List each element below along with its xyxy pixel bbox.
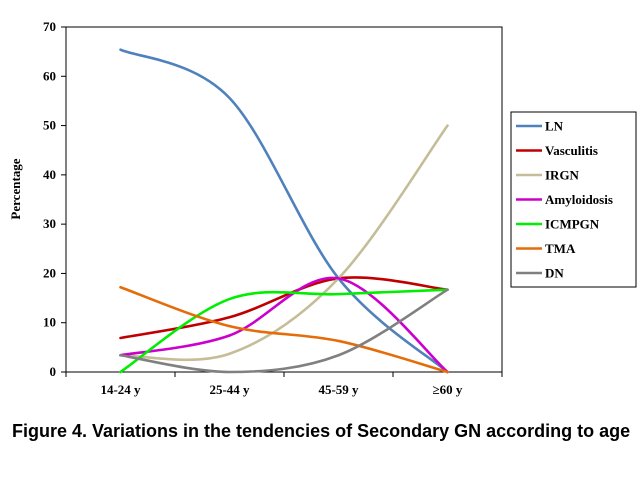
series-line-icmpgn bbox=[119, 288, 449, 374]
y-tick-label: 60 bbox=[43, 68, 56, 83]
series-layer bbox=[119, 48, 449, 374]
legend-box bbox=[510, 111, 637, 288]
y-tick-label: 50 bbox=[43, 118, 56, 133]
legend-label-irgn: IRGN bbox=[545, 168, 580, 183]
series-line-vasculitis bbox=[119, 276, 449, 340]
y-axis-label: Percentage bbox=[8, 158, 23, 219]
y-axis: 0 10 20 30 40 50 60 70 bbox=[43, 19, 66, 379]
plot-area bbox=[65, 26, 503, 373]
y-tick-label: 70 bbox=[43, 19, 56, 34]
y-tick-label: 40 bbox=[43, 167, 56, 182]
legend-label-ln: LN bbox=[545, 119, 564, 134]
legend: LN Vasculitis IRGN Amyloidosis ICMPGN TMA DN bbox=[510, 111, 637, 288]
chart: 0 10 20 30 40 50 60 70 14-24 y 25-44 y 45-59 y ≥60… bbox=[8, 19, 637, 397]
legend-label-tma: TMA bbox=[545, 241, 576, 256]
series-line-tma bbox=[119, 285, 449, 374]
series-line-ln bbox=[119, 48, 449, 374]
x-tick-label: 14-24 y bbox=[100, 382, 141, 397]
x-tick-label: ≥60 y bbox=[433, 382, 463, 397]
legend-label-icmpgn: ICMPGN bbox=[545, 217, 600, 232]
y-tick-label: 20 bbox=[43, 265, 56, 280]
plot-frame bbox=[65, 26, 503, 373]
figure-caption: Figure 4. Variations in the tendencies o… bbox=[12, 421, 631, 441]
legend-label-dn: DN bbox=[545, 266, 564, 281]
legend-label-vasculitis: Vasculitis bbox=[545, 143, 598, 158]
y-tick-label: 30 bbox=[43, 216, 56, 231]
x-tick-label: 25-44 y bbox=[209, 382, 250, 397]
legend-label-amyloidosis: Amyloidosis bbox=[545, 192, 613, 207]
series-line-irgn bbox=[119, 124, 449, 362]
y-tick-label: 0 bbox=[50, 364, 57, 379]
y-tick-label: 10 bbox=[43, 315, 56, 330]
x-tick-label: 45-59 y bbox=[318, 382, 359, 397]
series-line-dn bbox=[119, 288, 449, 374]
x-axis: 14-24 y 25-44 y 45-59 y ≥60 y bbox=[65, 372, 503, 397]
